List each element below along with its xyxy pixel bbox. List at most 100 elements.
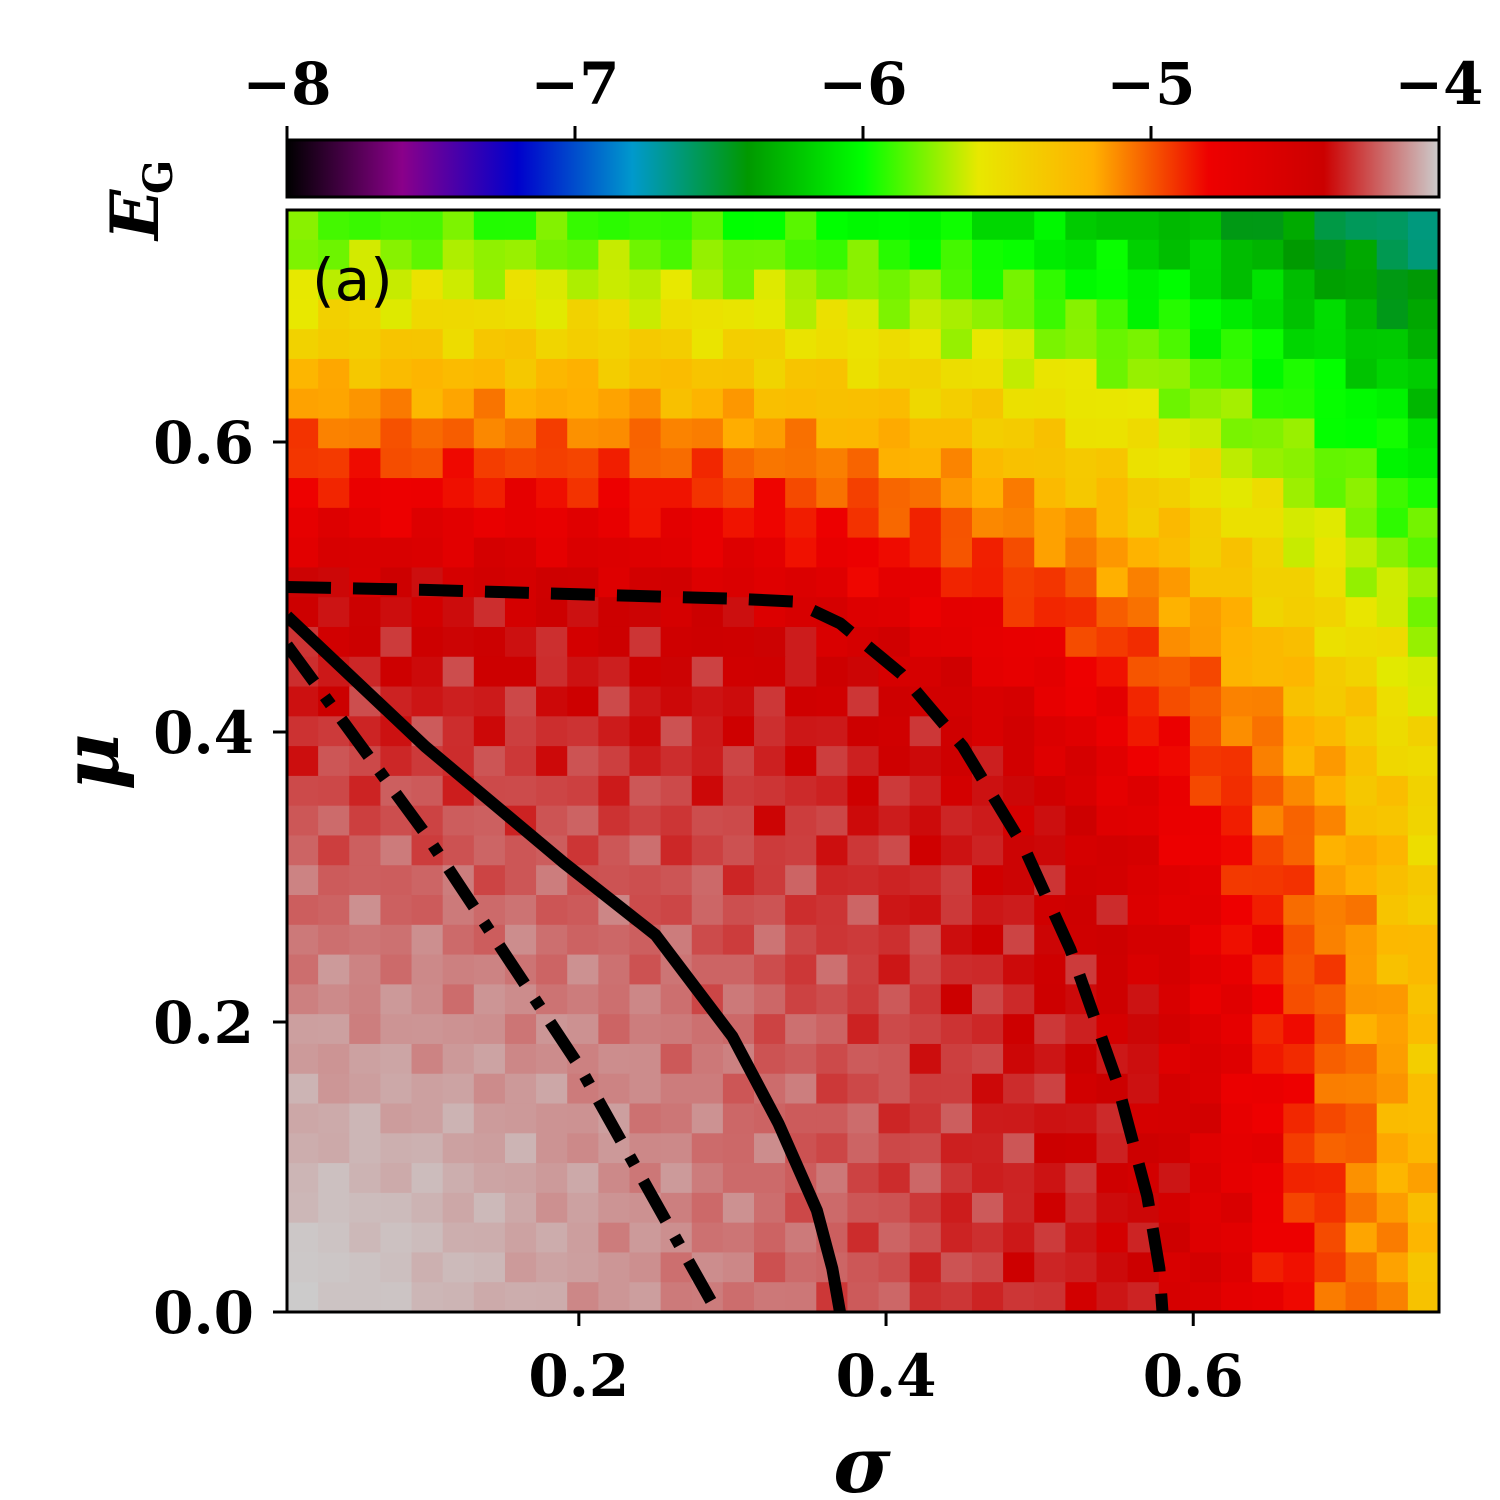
heatmap-cell <box>785 567 817 598</box>
heatmap-cell <box>1345 1163 1378 1194</box>
heatmap-cell <box>1034 567 1066 598</box>
heatmap-cell <box>1189 895 1222 926</box>
heatmap-cell <box>504 1222 537 1254</box>
heatmap-cell <box>598 1192 631 1224</box>
heatmap-cell <box>660 865 693 896</box>
heatmap-cell <box>1376 1282 1409 1312</box>
heatmap-cell <box>1252 299 1284 330</box>
heatmap-cell <box>1314 1014 1347 1045</box>
heatmap-cell <box>878 448 911 479</box>
heatmap-cell <box>1283 746 1316 777</box>
heatmap-cell <box>411 865 444 896</box>
heatmap-cell <box>504 507 537 539</box>
heatmap-cell <box>1376 984 1409 1015</box>
heatmap-cell <box>349 239 382 271</box>
heatmap-cell <box>629 1043 662 1075</box>
x-tick-label: 0.6 <box>1143 1342 1244 1410</box>
heatmap-cell <box>1283 835 1316 866</box>
heatmap-cell <box>380 1163 413 1194</box>
heatmap-cell <box>1376 478 1409 509</box>
heatmap-cell <box>629 1252 662 1283</box>
heatmap-cell <box>536 805 568 837</box>
heatmap-cell <box>847 507 880 539</box>
heatmap-cell <box>442 388 475 420</box>
heatmap-cell <box>380 1252 413 1283</box>
heatmap-cell <box>536 656 568 688</box>
heatmap-cell <box>847 1014 880 1045</box>
heatmap-cell <box>722 1252 755 1283</box>
heatmap-cell <box>1158 865 1191 896</box>
heatmap-cell <box>598 358 631 390</box>
heatmap-cell <box>1034 954 1066 985</box>
heatmap-cell <box>1158 746 1191 777</box>
heatmap-cell <box>411 478 444 509</box>
heatmap-cell <box>1221 1103 1253 1134</box>
heatmap-cell <box>1345 656 1378 688</box>
heatmap-cell <box>971 597 1004 628</box>
heatmap-cell <box>287 895 319 926</box>
heatmap-cell <box>940 388 973 420</box>
heatmap-cell <box>1345 924 1378 956</box>
heatmap-cell <box>691 329 724 360</box>
heatmap-cell <box>318 418 350 449</box>
heatmap-cell <box>1345 567 1378 598</box>
heatmap-cell <box>1345 716 1378 747</box>
heatmap-cell <box>504 1163 537 1194</box>
heatmap-cell <box>287 746 319 777</box>
heatmap-cell <box>660 746 693 777</box>
heatmap-cell <box>380 448 413 479</box>
heatmap-cell <box>1345 746 1378 777</box>
heatmap-cell <box>1407 210 1439 241</box>
heatmap-cell <box>1407 865 1439 896</box>
heatmap-cell <box>1376 448 1409 479</box>
heatmap-cell <box>287 984 319 1015</box>
heatmap-cell <box>598 626 631 658</box>
heatmap-cell <box>1345 895 1378 926</box>
heatmap-cell <box>1189 567 1222 598</box>
heatmap-cell <box>940 329 973 360</box>
dashed-curve <box>287 581 1169 1312</box>
heatmap-cell <box>754 835 786 866</box>
heatmap-cell <box>1407 835 1439 866</box>
heatmap-cell <box>1283 418 1316 449</box>
heatmap-cell <box>785 686 817 717</box>
y-tick-label: 0.2 <box>153 989 254 1057</box>
heatmap-cell <box>785 1073 817 1105</box>
heatmap-cell <box>1407 329 1439 360</box>
heatmap-cell <box>1065 567 1098 598</box>
heatmap-cell <box>816 358 849 390</box>
heatmap-cell <box>1158 537 1191 568</box>
heatmap-cell <box>567 210 599 241</box>
heatmap-cell <box>1376 656 1409 688</box>
heatmap-cell <box>1314 269 1347 300</box>
heatmap-cell <box>411 1282 444 1312</box>
heatmap-cell <box>1003 299 1035 330</box>
heatmap-cell <box>785 1252 817 1283</box>
heatmap-cell <box>473 1282 506 1312</box>
heatmap-cell <box>1003 597 1035 628</box>
heatmap-cell <box>660 1073 693 1105</box>
heatmap-cell <box>629 865 662 896</box>
heatmap-cell <box>442 686 475 717</box>
heatmap-cell <box>971 954 1004 985</box>
heatmap-cell <box>1283 329 1316 360</box>
heatmap-cell <box>847 895 880 926</box>
heatmap-cell <box>1314 895 1347 926</box>
heatmap-cell <box>816 507 849 539</box>
heatmap-cell <box>1158 299 1191 330</box>
heatmap-cell <box>847 805 880 837</box>
heatmap-cell <box>287 448 319 479</box>
heatmap-cell <box>691 746 724 777</box>
heatmap-cell <box>660 626 693 658</box>
heatmap-cell <box>1189 1252 1222 1283</box>
heatmap-cell <box>1034 716 1066 747</box>
heatmap-cell <box>1096 299 1129 330</box>
heatmap-cell <box>1314 329 1347 360</box>
heatmap-cell <box>629 775 662 807</box>
heatmap-cell <box>722 954 755 985</box>
heatmap-cell <box>878 1192 911 1224</box>
heatmap-cell <box>473 984 506 1015</box>
heatmap-cell <box>1158 1043 1191 1075</box>
heatmap-cell <box>287 299 319 330</box>
heatmap-cell <box>473 1163 506 1194</box>
